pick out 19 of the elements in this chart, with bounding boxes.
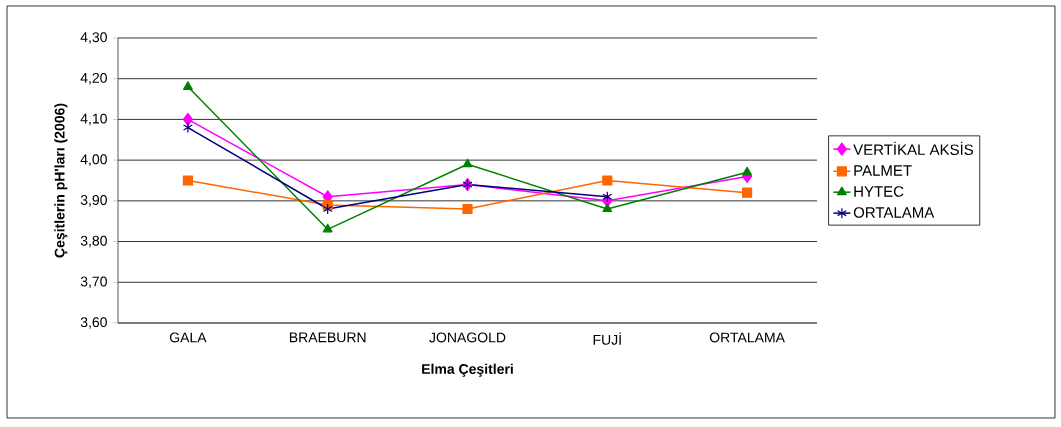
x-tick-label: ORTALAMA — [709, 332, 785, 343]
y-tick-label: 4,30 — [80, 32, 107, 44]
x-tick-label: BRAEBURN — [289, 332, 366, 343]
legend-label: VERTİKAL AKSİS — [853, 141, 974, 156]
y-tick-label: 3,80 — [80, 235, 107, 248]
legend-label: HYTEC — [854, 186, 904, 197]
x-tick-label: JONAGOLD — [429, 332, 506, 343]
y-tick-label: 4,20 — [80, 72, 107, 85]
y-tick-label: 4,10 — [80, 113, 107, 126]
legend-label: ORTALAMA — [853, 207, 935, 218]
x-tick-label: GALA — [169, 332, 207, 343]
x-axis-title: Elma Çeşitleri — [422, 363, 513, 377]
y-tick-label: 3,70 — [80, 276, 107, 289]
y-axis-title: Çeşitlerin pH'ları (2006) — [54, 103, 68, 258]
x-tick-label: FUJİ — [593, 332, 621, 345]
y-tick-label: 3,90 — [80, 195, 107, 207]
legend-label: PALMET — [854, 165, 912, 176]
y-tick-label: 4,00 — [80, 154, 107, 166]
y-tick-label: 3,60 — [80, 317, 107, 329]
